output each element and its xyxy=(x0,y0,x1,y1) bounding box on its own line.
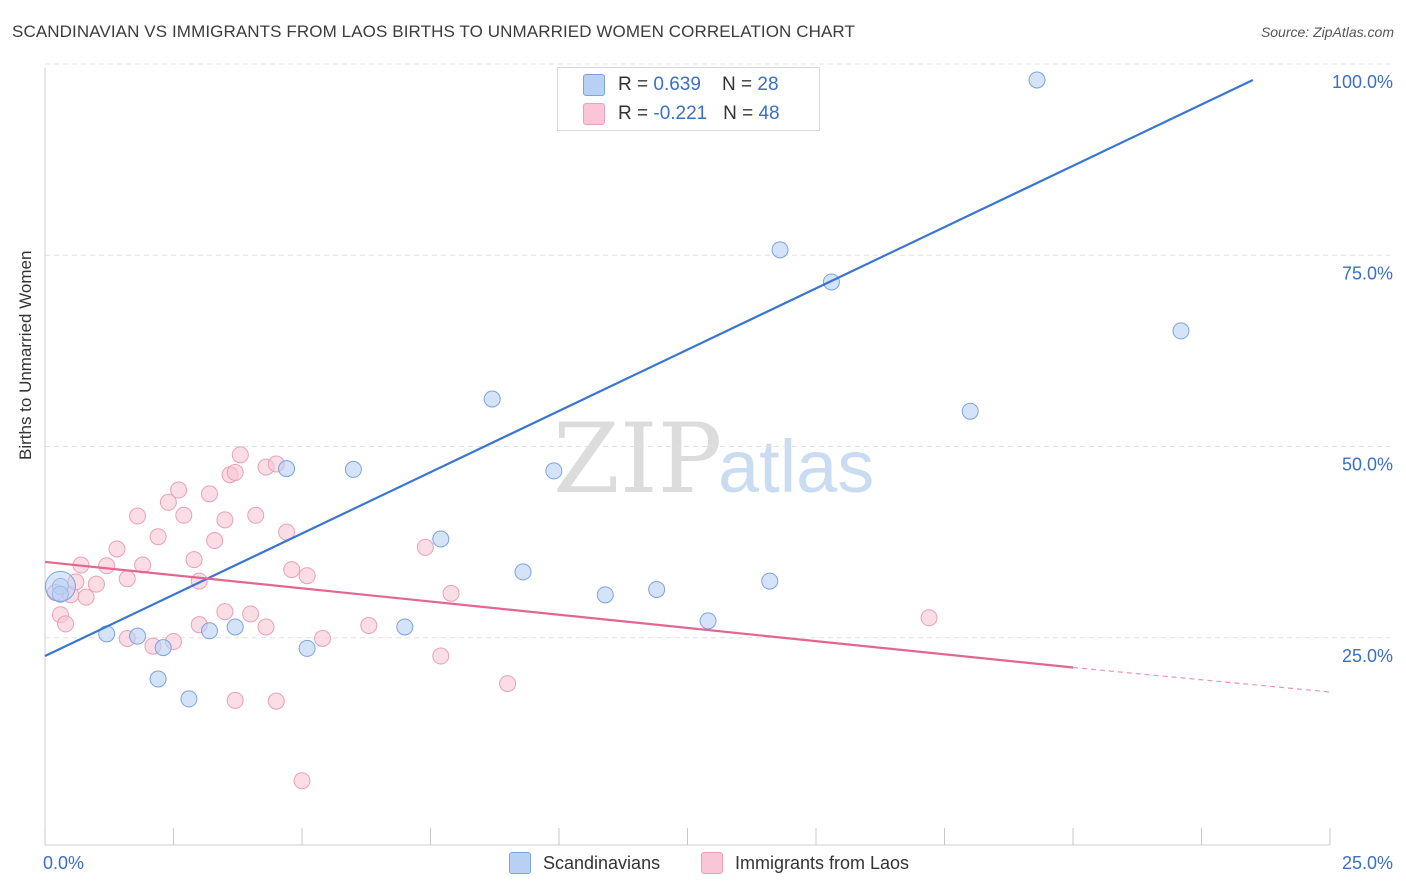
point-scandinavian xyxy=(278,460,296,478)
watermark-atlas: atlas xyxy=(718,425,874,508)
point-laos xyxy=(283,561,301,579)
legend-swatch-pink xyxy=(701,852,723,874)
point-laos xyxy=(118,570,136,588)
point-scandinavian xyxy=(514,563,532,581)
point-scandinavian xyxy=(396,618,414,636)
chart-source: Source: ZipAtlas.com xyxy=(1260,24,1394,40)
y-axis-label: Births to Unmarried Women xyxy=(16,250,35,460)
legend-swatch-blue xyxy=(583,74,605,96)
point-laos xyxy=(231,446,249,464)
legend-n-label: N = xyxy=(722,74,758,95)
legend-r-label: R = xyxy=(618,74,654,95)
point-scandinavian xyxy=(200,622,218,640)
point-scandinavian xyxy=(344,460,362,478)
point-laos xyxy=(442,584,460,602)
point-laos xyxy=(298,567,316,585)
legend-label: Scandinavians xyxy=(543,852,661,873)
trendline-laos-extension xyxy=(1072,666,1331,693)
point-scandinavian xyxy=(226,618,244,636)
legend-r-value: -0.221 xyxy=(653,103,708,124)
x-tick-label: 25.0% xyxy=(1342,853,1393,873)
point-laos xyxy=(416,538,434,556)
point-laos xyxy=(499,675,517,693)
point-laos xyxy=(170,481,188,499)
point-laos xyxy=(206,532,224,550)
point-laos xyxy=(216,603,234,621)
point-laos xyxy=(226,691,244,709)
point-scandinavian xyxy=(961,402,979,420)
y-tick-label: 75.0% xyxy=(1342,263,1393,283)
point-laos xyxy=(190,572,208,590)
point-laos xyxy=(129,507,147,525)
y-tick-label: 50.0% xyxy=(1342,455,1393,475)
y-tick-label: 25.0% xyxy=(1342,646,1393,666)
legend-n-label: N = xyxy=(723,103,759,124)
point-laos xyxy=(314,629,332,647)
point-laos xyxy=(159,493,177,511)
point-scandinavian xyxy=(180,690,198,708)
point-scandinavian xyxy=(648,580,666,598)
point-laos xyxy=(267,692,285,710)
point-scandinavian xyxy=(154,639,172,657)
point-laos xyxy=(920,609,938,627)
point-laos xyxy=(216,511,234,529)
point-scandinavian xyxy=(432,530,450,548)
trendline-laos xyxy=(44,560,1074,669)
legend-row-scandinavians: R = 0.639 N = 28 xyxy=(583,71,779,99)
point-scandinavian xyxy=(699,612,717,630)
legend-swatch-pink xyxy=(583,103,605,125)
watermark-zip: ZIP xyxy=(553,403,722,515)
legend-swatch-blue xyxy=(509,852,531,874)
point-laos xyxy=(432,647,450,665)
point-scandinavian xyxy=(149,670,167,688)
legend-label: Immigrants from Laos xyxy=(735,852,910,873)
point-laos xyxy=(149,528,167,546)
point-laos xyxy=(77,588,95,606)
point-laos xyxy=(257,618,275,636)
x-tick-label: 0.0% xyxy=(43,853,84,873)
trendline-scandinavians xyxy=(44,79,1254,658)
point-laos xyxy=(200,485,218,503)
point-scandinavian xyxy=(298,639,316,657)
point-scandinavian xyxy=(129,627,147,645)
legend-r-value: 0.639 xyxy=(653,74,701,95)
point-laos xyxy=(87,575,105,593)
point-laos xyxy=(98,557,116,575)
point-scandinavian xyxy=(761,572,779,590)
point-scandinavian xyxy=(596,586,614,604)
correlation-legend: R = 0.639 N = 28 R = -0.221 N = 48 xyxy=(557,67,820,131)
point-scandinavian xyxy=(1028,71,1046,89)
point-scandinavian xyxy=(483,390,501,408)
point-laos xyxy=(185,551,203,569)
point-laos xyxy=(57,615,75,633)
chart-title: SCANDINAVIAN VS IMMIGRANTS FROM LAOS BIR… xyxy=(12,22,855,41)
point-laos xyxy=(242,605,260,623)
point-laos xyxy=(293,772,311,790)
legend-r-label: R = xyxy=(618,103,654,124)
point-laos xyxy=(226,463,244,481)
point-scandinavian-cluster xyxy=(44,570,76,602)
point-laos xyxy=(108,540,126,558)
point-laos xyxy=(175,506,193,524)
point-scandinavian xyxy=(1172,322,1190,340)
legend-n-value: 48 xyxy=(758,103,780,124)
legend-scandinavians: Scandinavians xyxy=(509,852,660,874)
point-laos xyxy=(360,616,378,634)
legend-laos: Immigrants from Laos xyxy=(701,852,909,874)
point-laos xyxy=(247,506,265,524)
point-scandinavian xyxy=(545,462,563,480)
legend-row-laos: R = -0.221 N = 48 xyxy=(583,100,780,128)
legend-n-value: 28 xyxy=(757,74,779,95)
y-tick-label: 100.0% xyxy=(1332,72,1393,92)
point-scandinavian xyxy=(771,241,789,259)
